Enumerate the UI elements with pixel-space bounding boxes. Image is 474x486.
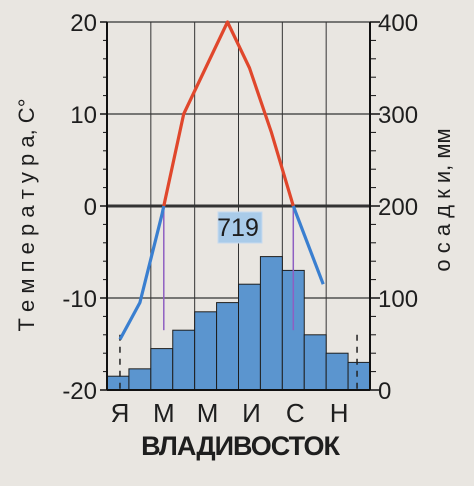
right-tick-label: 100	[378, 286, 418, 313]
month-label: М	[153, 398, 175, 428]
precipitation-bar	[150, 348, 174, 391]
right-tick-label: 200	[378, 194, 418, 221]
right-axis-label: о с а д к и, мм	[430, 128, 455, 271]
right-tick-label: 300	[378, 102, 418, 129]
precipitation-bar	[128, 368, 152, 391]
month-label: Я	[111, 398, 130, 428]
precipitation-bar	[106, 375, 130, 391]
right-tick-label: 0	[378, 378, 391, 405]
month-label: М	[197, 398, 219, 428]
precipitation-bar	[325, 352, 349, 391]
precipitation-bar	[238, 283, 261, 391]
temperature-line-warm	[162, 20, 295, 207]
annual-precipitation-box	[217, 211, 263, 244]
chart-title: ВЛАДИВОСТОК	[141, 431, 340, 461]
temperature-line-winter-start	[118, 205, 166, 341]
precipitation-bar	[216, 302, 239, 391]
left-tick-label: 20	[70, 10, 97, 37]
month-label: И	[242, 398, 261, 428]
precipitation-bar	[259, 256, 283, 391]
precipitation-bar	[347, 361, 371, 391]
left-tick-label: 10	[70, 102, 97, 129]
month-label: С	[286, 398, 305, 428]
left-tick-label: 0	[84, 194, 97, 221]
annual-precipitation-label: 719	[217, 214, 259, 242]
left-tick-label: -20	[62, 378, 97, 405]
left-axis-label: Т е м п е р а т у р а, С°	[14, 99, 39, 332]
precipitation-bar	[194, 311, 218, 391]
precipitation-bar	[303, 334, 327, 391]
month-label: Н	[330, 398, 349, 428]
left-tick-label: -10	[62, 286, 97, 313]
right-tick-label: 400	[378, 10, 418, 37]
precipitation-bar	[172, 329, 196, 391]
temperature-line-winter-end	[291, 205, 325, 285]
